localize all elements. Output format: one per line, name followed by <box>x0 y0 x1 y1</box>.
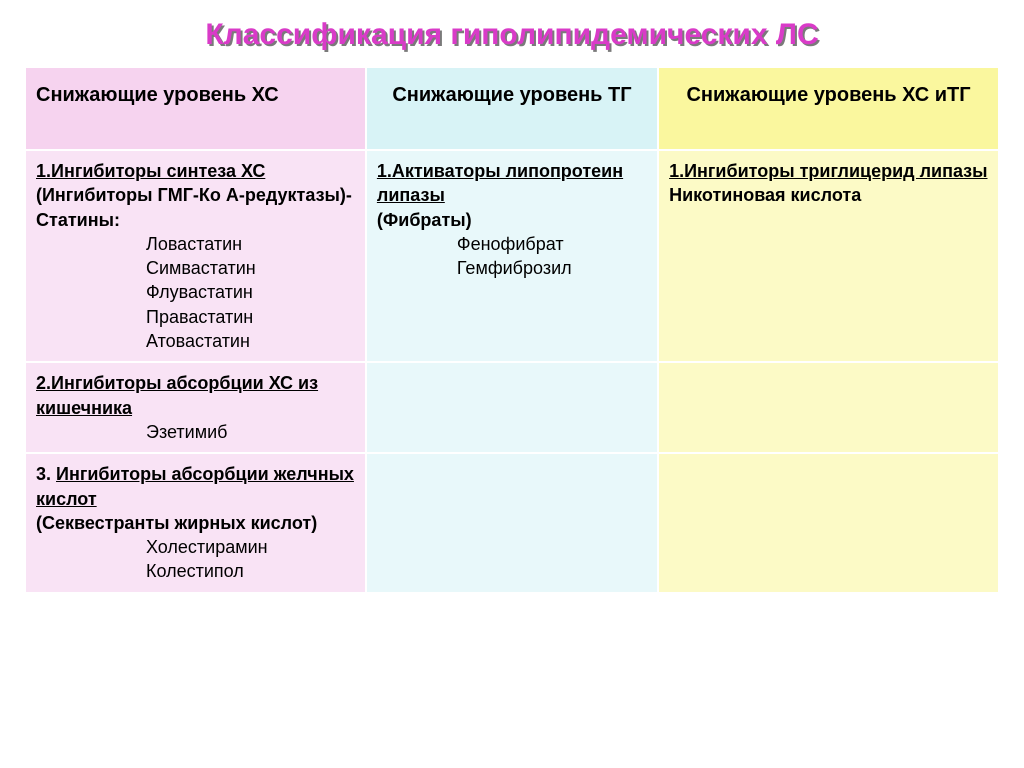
cell <box>366 362 658 453</box>
cell: 1.Ингибиторы синтеза ХС (Ингибиторы ГМГ-К… <box>25 150 366 362</box>
cell <box>658 362 999 453</box>
drug-name: Гемфиброзил <box>377 256 647 280</box>
table-row: 2.Ингибиторы абсорбции ХС из кишечника Эз… <box>25 362 999 453</box>
group-subtitle: (Фибраты) <box>377 210 472 230</box>
table-body: 1.Ингибиторы синтеза ХС (Ингибиторы ГМГ-К… <box>25 150 999 593</box>
group-heading: Ингибиторы абсорбции желчных кислот <box>36 464 354 508</box>
cell <box>366 453 658 592</box>
drug-name: Ловастатин <box>36 232 355 256</box>
cell: 1.Активаторы липопротеин липазы (Фибраты)… <box>366 150 658 362</box>
drug-name: Фенофибрат <box>377 232 647 256</box>
col-header-1: Снижающие уровень ТГ <box>366 67 658 150</box>
group-heading: 1.Активаторы липопротеин липазы <box>377 161 623 205</box>
group-heading: 1.Ингибиторы синтеза ХС <box>36 161 265 181</box>
group-subtitle: (Секвестранты жирных кислот) <box>36 513 317 533</box>
drug-name: Холестирамин <box>36 535 355 559</box>
header-row: Снижающие уровень ХС Снижающие уровень Т… <box>25 67 999 150</box>
drug-name: Эзетимиб <box>36 420 355 444</box>
drug-name: Правастатин <box>36 305 355 329</box>
cell: 3. Ингибиторы абсорбции желчных кислот (… <box>25 453 366 592</box>
group-heading: 1.Ингибиторы триглицерид липазы <box>669 161 987 181</box>
drug-name: Симвастатин <box>36 256 355 280</box>
group-heading: 2.Ингибиторы абсорбции ХС из кишечника <box>36 373 318 417</box>
cell: 1.Ингибиторы триглицерид липазы Никотинов… <box>658 150 999 362</box>
col-header-0: Снижающие уровень ХС <box>25 67 366 150</box>
table-row: 3. Ингибиторы абсорбции желчных кислот (… <box>25 453 999 592</box>
group-subtitle: Никотиновая кислота <box>669 185 861 205</box>
cell: 2.Ингибиторы абсорбции ХС из кишечника Эз… <box>25 362 366 453</box>
cell <box>658 453 999 592</box>
group-subtitle: (Ингибиторы ГМГ-Ко А-редуктазы)- Статины… <box>36 185 352 229</box>
table-row: 1.Ингибиторы синтеза ХС (Ингибиторы ГМГ-К… <box>25 150 999 362</box>
drug-name: Флувастатин <box>36 280 355 304</box>
classification-table: Снижающие уровень ХС Снижающие уровень Т… <box>24 66 1000 594</box>
page-title: Классификация гиполипидемических ЛС <box>24 18 1000 52</box>
drug-name: Атовастатин <box>36 329 355 353</box>
drug-name: Колестипол <box>36 559 355 583</box>
col-header-2: Снижающие уровень ХС иТГ <box>658 67 999 150</box>
